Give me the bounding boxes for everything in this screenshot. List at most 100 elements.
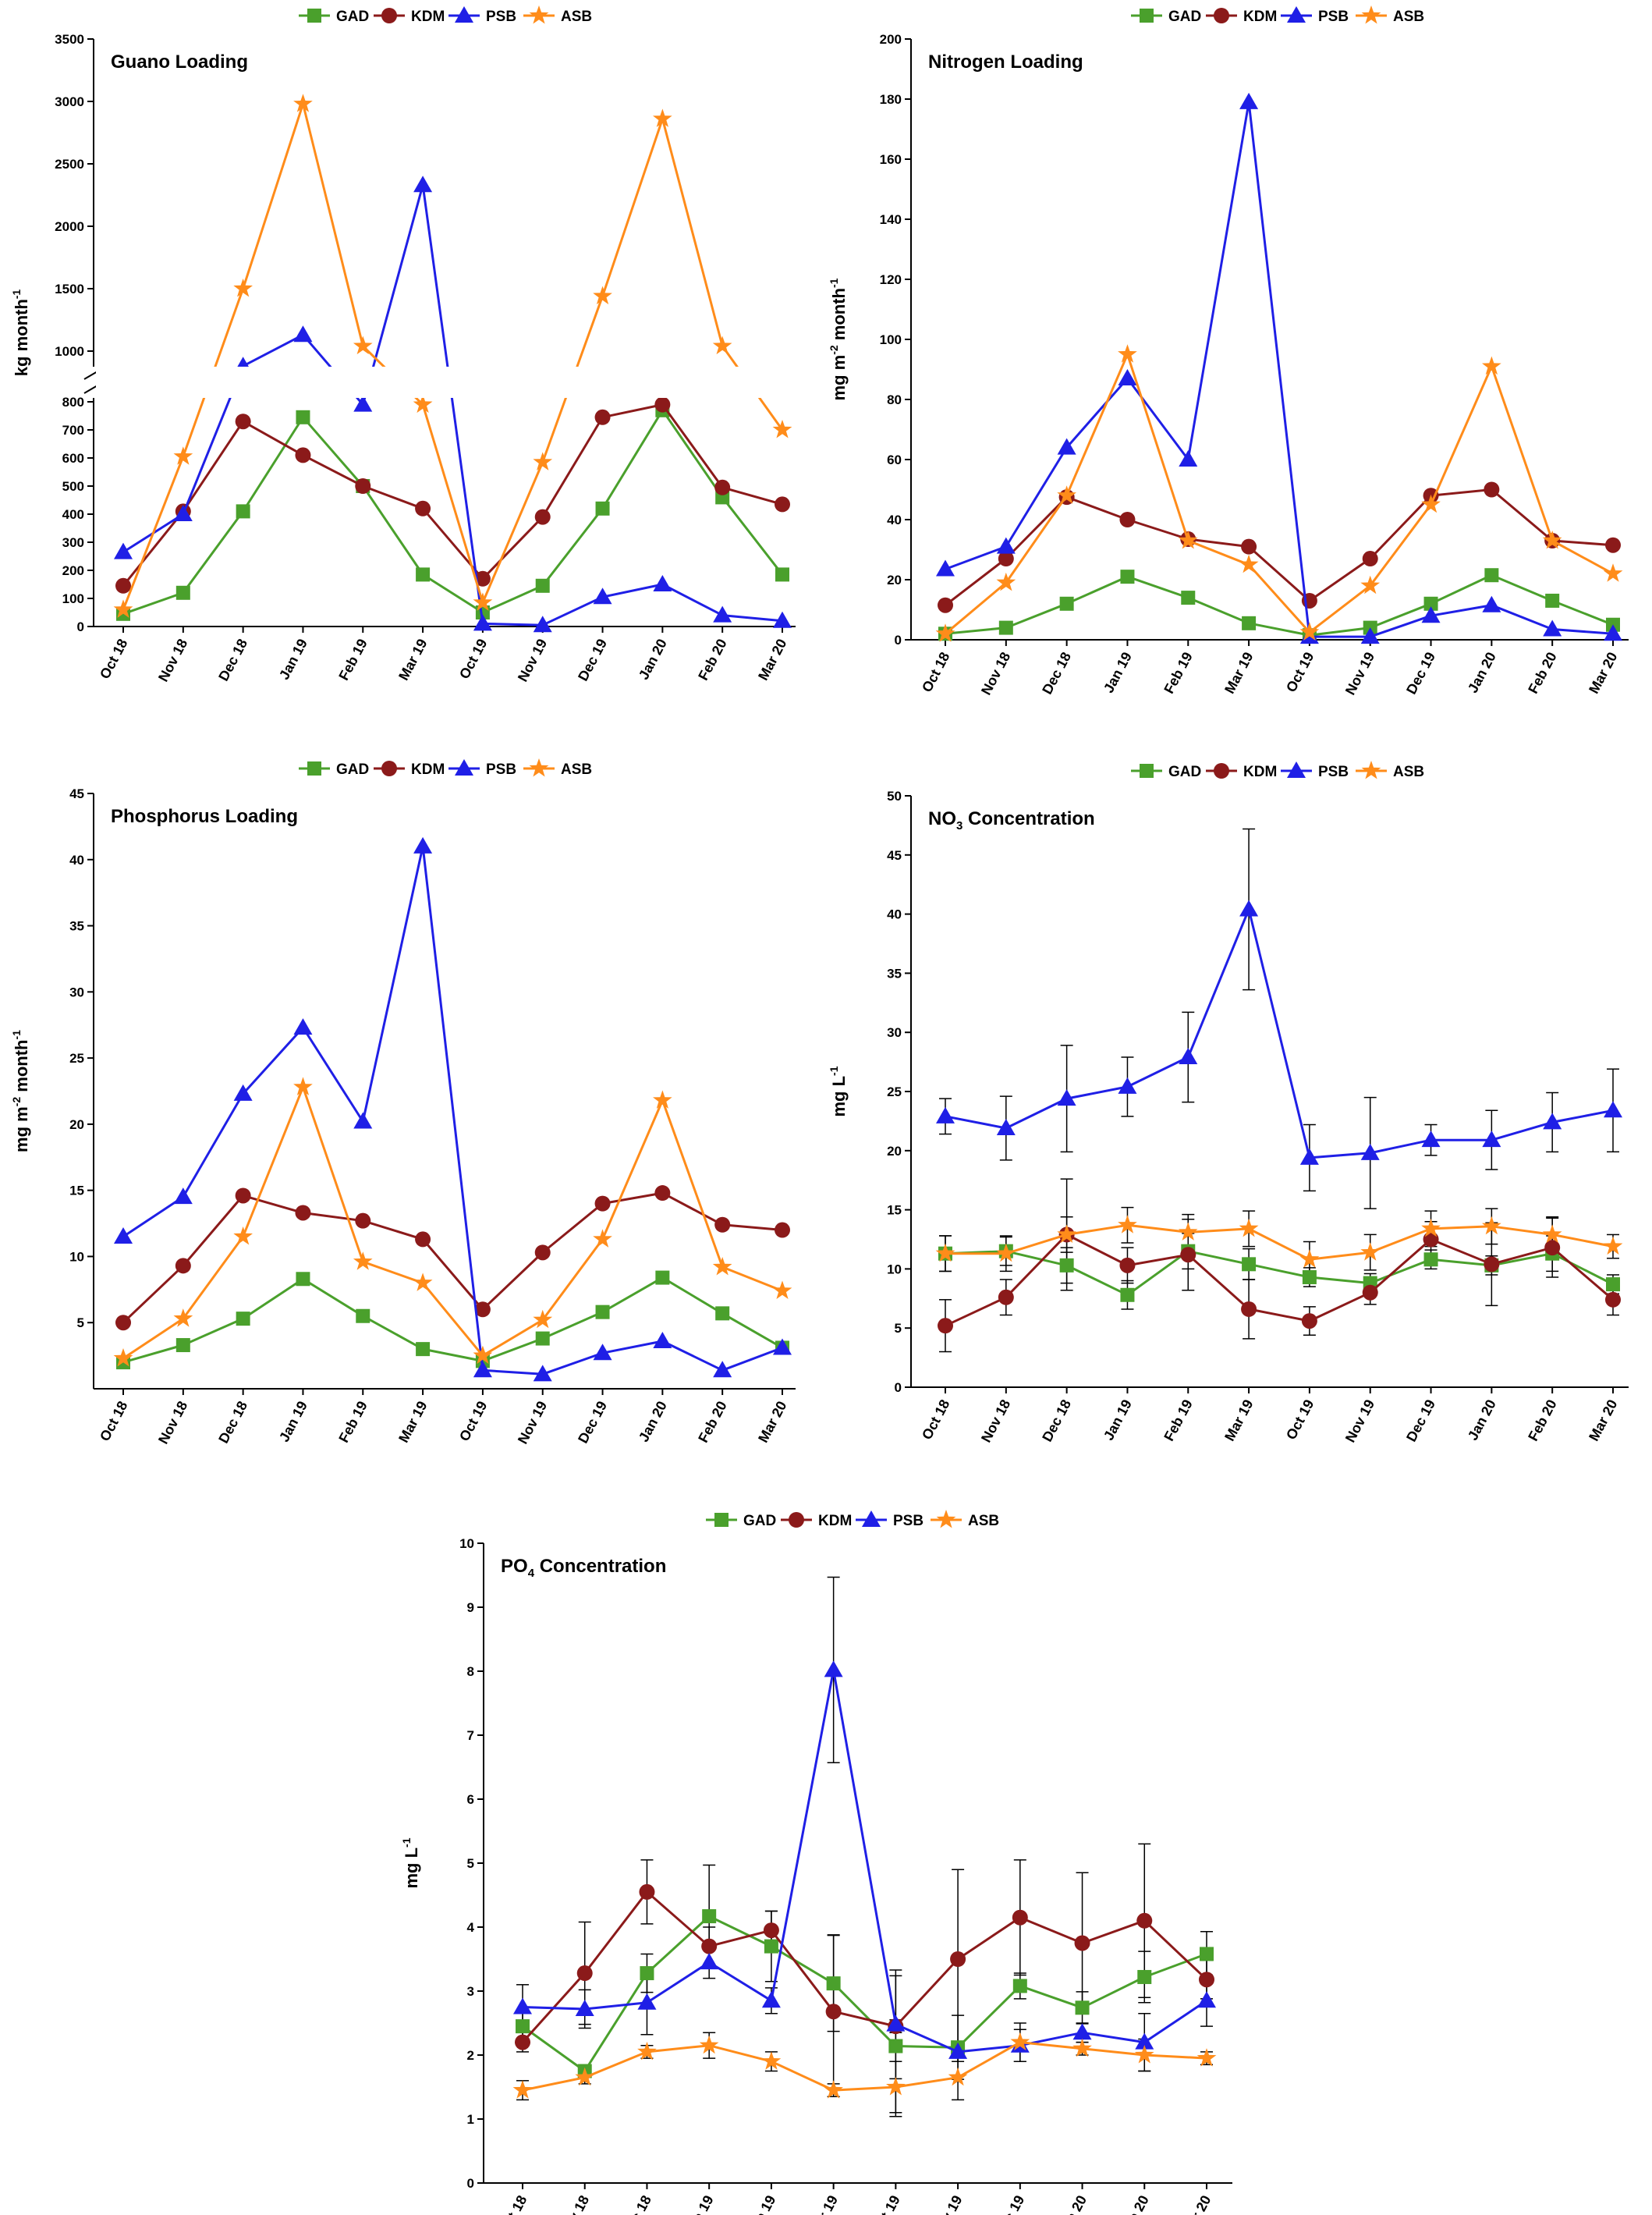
legend-label-psb: PSB bbox=[1318, 9, 1349, 25]
x-tick-label: Oct 18 bbox=[97, 636, 130, 681]
y-tick-label: 120 bbox=[880, 272, 902, 287]
data-point-asb bbox=[1118, 1215, 1137, 1234]
y-tick-label: 1500 bbox=[55, 282, 84, 296]
data-point-gad bbox=[595, 501, 610, 516]
x-tick-label: Jan 20 bbox=[1055, 2192, 1090, 2215]
legend-marker-gad bbox=[714, 1513, 729, 1527]
data-point-kdm bbox=[515, 2034, 530, 2050]
y-tick-label: 5 bbox=[77, 1315, 84, 1330]
data-point-kdm bbox=[1241, 1301, 1257, 1317]
y-tick-label: 100 bbox=[880, 332, 902, 347]
x-tick-label: Feb 20 bbox=[1525, 649, 1559, 696]
legend-label-psb: PSB bbox=[486, 761, 516, 778]
data-point-psb bbox=[293, 325, 313, 343]
data-point-asb bbox=[1196, 2048, 1217, 2067]
data-point-gad bbox=[1423, 596, 1438, 611]
legend-label-gad: GAD bbox=[1168, 764, 1201, 780]
y-axis-label-text: mg m bbox=[12, 1106, 31, 1152]
y-tick-label: 45 bbox=[69, 786, 84, 801]
y-tick-label: 80 bbox=[887, 392, 902, 407]
legend-marker-kdm bbox=[789, 1512, 804, 1528]
y-tick-label: 10 bbox=[459, 1536, 474, 1551]
x-tick-label: Dec 18 bbox=[1039, 1397, 1074, 1444]
data-point-psb bbox=[1360, 1143, 1380, 1160]
y-axis-label-superscript: -1 bbox=[10, 1030, 23, 1040]
x-tick-label: Jan 19 bbox=[1101, 1397, 1135, 1443]
data-point-kdm bbox=[534, 509, 551, 525]
legend-marker-gad bbox=[1140, 9, 1154, 23]
data-point-asb bbox=[1542, 1224, 1562, 1243]
data-point-asb bbox=[886, 2077, 906, 2096]
y-tick-label: 300 bbox=[62, 535, 84, 550]
data-point-psb bbox=[473, 614, 492, 631]
x-tick-label: Nov 19 bbox=[515, 1398, 550, 1446]
data-point-kdm bbox=[175, 1258, 191, 1274]
x-tick-label: Jan 19 bbox=[276, 1398, 310, 1444]
x-tick-label: Feb 20 bbox=[1525, 1397, 1559, 1443]
data-point-gad bbox=[1242, 616, 1257, 630]
data-point-asb bbox=[1603, 1236, 1623, 1255]
data-point-gad bbox=[1181, 591, 1196, 605]
data-point-gad bbox=[1059, 1258, 1074, 1273]
series-psb bbox=[513, 1660, 1216, 2059]
data-point-psb bbox=[1179, 450, 1198, 467]
y-tick-label: 3000 bbox=[55, 94, 84, 109]
legend-label-kdm: KDM bbox=[411, 761, 445, 778]
data-point-kdm bbox=[701, 1938, 718, 1954]
data-point-asb bbox=[1299, 622, 1320, 641]
data-point-gad bbox=[535, 1331, 550, 1346]
chart-title-text: Nitrogen Loading bbox=[928, 51, 1083, 73]
data-point-psb bbox=[473, 1361, 492, 1378]
y-axis-label-superscript: -1 bbox=[828, 278, 840, 288]
y-tick-label: 200 bbox=[880, 32, 902, 47]
x-tick-label: Dec 19 bbox=[1403, 1397, 1438, 1444]
y-tick-label: 20 bbox=[69, 1117, 84, 1132]
data-point-asb bbox=[413, 394, 433, 414]
series-psb bbox=[936, 900, 1622, 1165]
series-line-kdm bbox=[122, 403, 783, 587]
x-tick-label: Mar 19 bbox=[395, 1398, 430, 1445]
y-tick-label: 140 bbox=[880, 212, 902, 227]
data-point-kdm bbox=[235, 1187, 251, 1204]
x-tick-label: Feb 20 bbox=[1117, 2192, 1151, 2215]
data-point-gad bbox=[236, 504, 250, 519]
y-tick-label: 4 bbox=[467, 1920, 475, 1935]
x-tick-label: Dec 18 bbox=[215, 1398, 250, 1446]
data-point-asb bbox=[1482, 1216, 1501, 1235]
data-point-asb bbox=[1603, 563, 1623, 582]
y-tick-label: 35 bbox=[69, 919, 84, 934]
data-point-kdm bbox=[1301, 1313, 1317, 1329]
series-line-kdm bbox=[945, 488, 1614, 606]
x-tick-label: Oct 19 bbox=[1283, 1397, 1317, 1442]
x-tick-label: Feb 19 bbox=[1161, 1397, 1195, 1443]
data-point-psb bbox=[1239, 92, 1259, 109]
data-point-gad bbox=[1120, 570, 1135, 584]
chart-title-text: NO bbox=[928, 808, 956, 829]
data-point-kdm bbox=[825, 2004, 842, 2020]
data-point-asb bbox=[1072, 2038, 1092, 2057]
data-point-asb bbox=[113, 1348, 133, 1367]
data-point-psb bbox=[1604, 1101, 1622, 1118]
data-point-psb bbox=[173, 1187, 193, 1205]
data-point-asb bbox=[593, 286, 612, 305]
data-point-asb bbox=[712, 1257, 732, 1276]
series-kdm bbox=[938, 1226, 1621, 1334]
series-line-psb bbox=[522, 1668, 1207, 2053]
chart-title: Nitrogen Loading bbox=[928, 51, 1083, 73]
data-point-kdm bbox=[998, 1289, 1014, 1305]
chart-panel-5: 0 1 2 3 4 5 6 7 8 9 10 Oct 18 Nov 18 Dec 18 Jan 19 Feb … bbox=[400, 1510, 1232, 2215]
data-point-kdm bbox=[1484, 481, 1500, 498]
data-point-kdm bbox=[355, 1212, 371, 1229]
axis-break-gap bbox=[96, 367, 796, 398]
y-tick-label: 0 bbox=[77, 619, 84, 634]
series-line-psb bbox=[122, 845, 783, 1376]
data-point-gad bbox=[655, 1270, 670, 1285]
data-point-kdm bbox=[235, 414, 251, 430]
data-point-gad bbox=[1120, 1287, 1135, 1302]
data-point-psb bbox=[936, 1106, 955, 1123]
data-point-kdm bbox=[1605, 537, 1621, 553]
data-point-gad bbox=[1423, 1252, 1438, 1267]
y-axis-label: mg L-1 bbox=[828, 1066, 849, 1116]
data-point-gad bbox=[296, 410, 310, 424]
data-point-asb bbox=[1178, 1222, 1198, 1241]
